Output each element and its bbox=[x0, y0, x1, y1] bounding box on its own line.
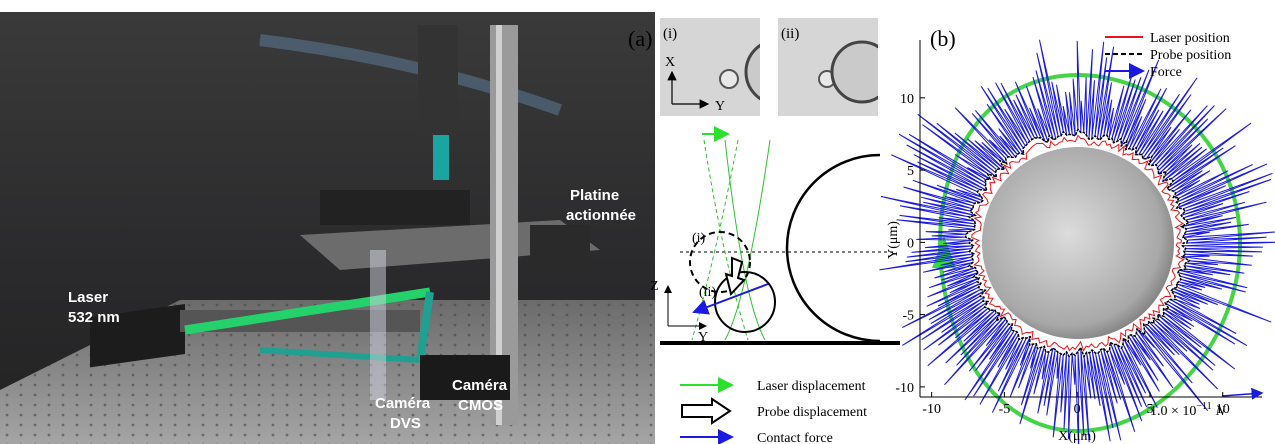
figure: Laser 532 nm Platine actionnée Caméra CM… bbox=[0, 0, 1275, 444]
y-tick-label: 10 bbox=[900, 92, 914, 107]
x-tick-label: -5 bbox=[999, 402, 1011, 417]
y-tick-label: -10 bbox=[895, 381, 914, 396]
legend-label: Laser position bbox=[1150, 31, 1230, 46]
y-tick-label: 0 bbox=[907, 236, 914, 251]
inset-label: (i) bbox=[663, 26, 677, 42]
photo-label: Caméra bbox=[452, 377, 508, 394]
panel-b: (b) Y(μm) X(μm) Laser position Probe posi… bbox=[879, 26, 1275, 444]
legend-label: Probe displacement bbox=[757, 405, 867, 420]
legend: Laser position Probe position Force bbox=[1105, 31, 1231, 80]
legend-label: Contact force bbox=[757, 431, 833, 444]
axis-label: Y bbox=[715, 99, 725, 114]
axis-label: X bbox=[665, 55, 675, 70]
axis-label: Z bbox=[650, 279, 659, 294]
panel-a: (a) (i) (ii) X Y Z Y (i) (ii) bbox=[628, 18, 900, 444]
photo: Laser 532 nm Platine actionnée Caméra CM… bbox=[0, 12, 655, 444]
x-tick-label: -10 bbox=[922, 402, 941, 417]
panel-label: (b) bbox=[930, 26, 956, 51]
photo-label: Platine bbox=[570, 187, 619, 204]
position-label: (i) bbox=[692, 231, 706, 246]
y-axis-label: Y(μm) bbox=[886, 221, 901, 259]
legend-label: Force bbox=[1150, 65, 1182, 80]
photo-label: Laser bbox=[68, 289, 108, 306]
position-label: (ii) bbox=[699, 285, 716, 300]
photo-label: CMOS bbox=[458, 397, 503, 414]
panel-label: (a) bbox=[628, 26, 652, 51]
axis-label: Y bbox=[698, 330, 708, 345]
inset-label: (ii) bbox=[781, 26, 799, 42]
scale-exponent: −11 bbox=[1196, 401, 1211, 412]
x-axis-label: X(μm) bbox=[1058, 429, 1096, 444]
legend-label: Probe position bbox=[1150, 48, 1231, 63]
photo-label: actionnée bbox=[566, 207, 636, 224]
photo-label: 532 nm bbox=[68, 309, 120, 326]
x-tick-label: 0 bbox=[1074, 402, 1081, 417]
photo-label: Caméra bbox=[375, 395, 431, 412]
x-tick-label: 10 bbox=[1216, 402, 1230, 417]
x-tick-label: 5 bbox=[1146, 402, 1153, 417]
legend-label: Laser displacement bbox=[757, 379, 866, 394]
y-tick-label: 5 bbox=[907, 164, 914, 179]
scale-mantissa: 1.0 × 10 bbox=[1150, 404, 1196, 419]
photo-label: DVS bbox=[390, 415, 421, 432]
y-tick-label: -5 bbox=[902, 309, 914, 324]
